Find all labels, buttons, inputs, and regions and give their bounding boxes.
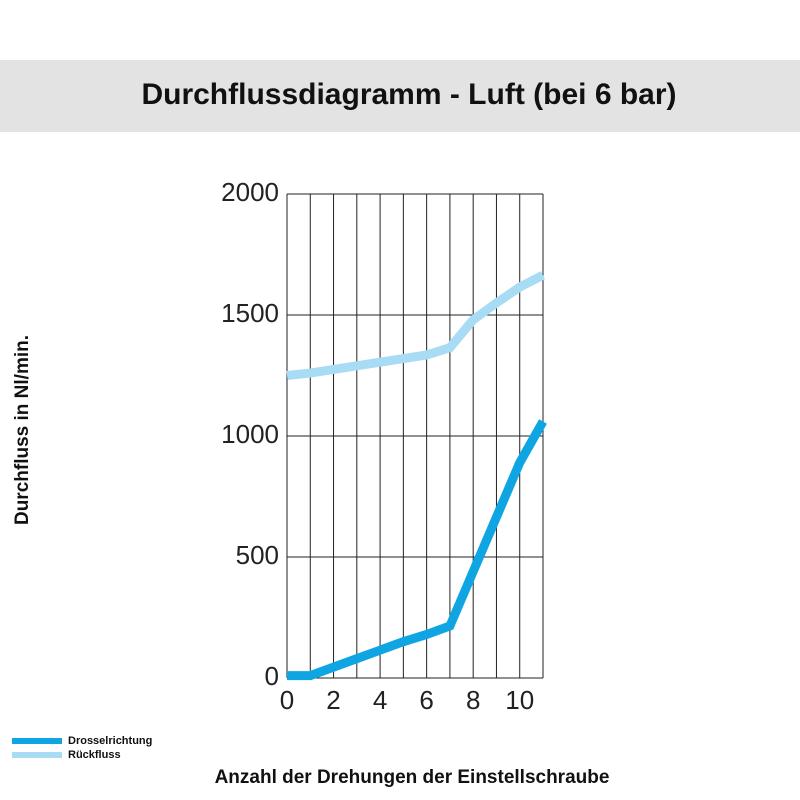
y-tick-label: 1000 (221, 419, 279, 449)
title-band (0, 60, 800, 132)
x-axis-label: Anzahl der Drehungen der Einstellschraub… (215, 767, 610, 788)
y-tick-label: 1500 (221, 298, 279, 328)
legend-label: Rückfluss (68, 749, 121, 761)
chart-title: Durchflussdiagramm - Luft (bei 6 bar) (141, 78, 676, 111)
x-tick-label: 10 (505, 685, 534, 715)
line-series (287, 419, 547, 681)
x-tick-label: 0 (280, 685, 294, 715)
y-tick-label: 0 (265, 661, 279, 691)
y-tick-label: 500 (236, 540, 279, 570)
x-tick-label: 8 (466, 685, 480, 715)
y-axis-label: Durchfluss in Nl/min. (12, 335, 33, 525)
x-tick-label: 6 (419, 685, 433, 715)
y-tick-label: 2000 (221, 177, 279, 207)
legend-label: Drosselrichtung (68, 735, 152, 747)
x-tick-label: 4 (373, 685, 387, 715)
x-tick-label: 2 (326, 685, 340, 715)
line-series (286, 271, 546, 380)
